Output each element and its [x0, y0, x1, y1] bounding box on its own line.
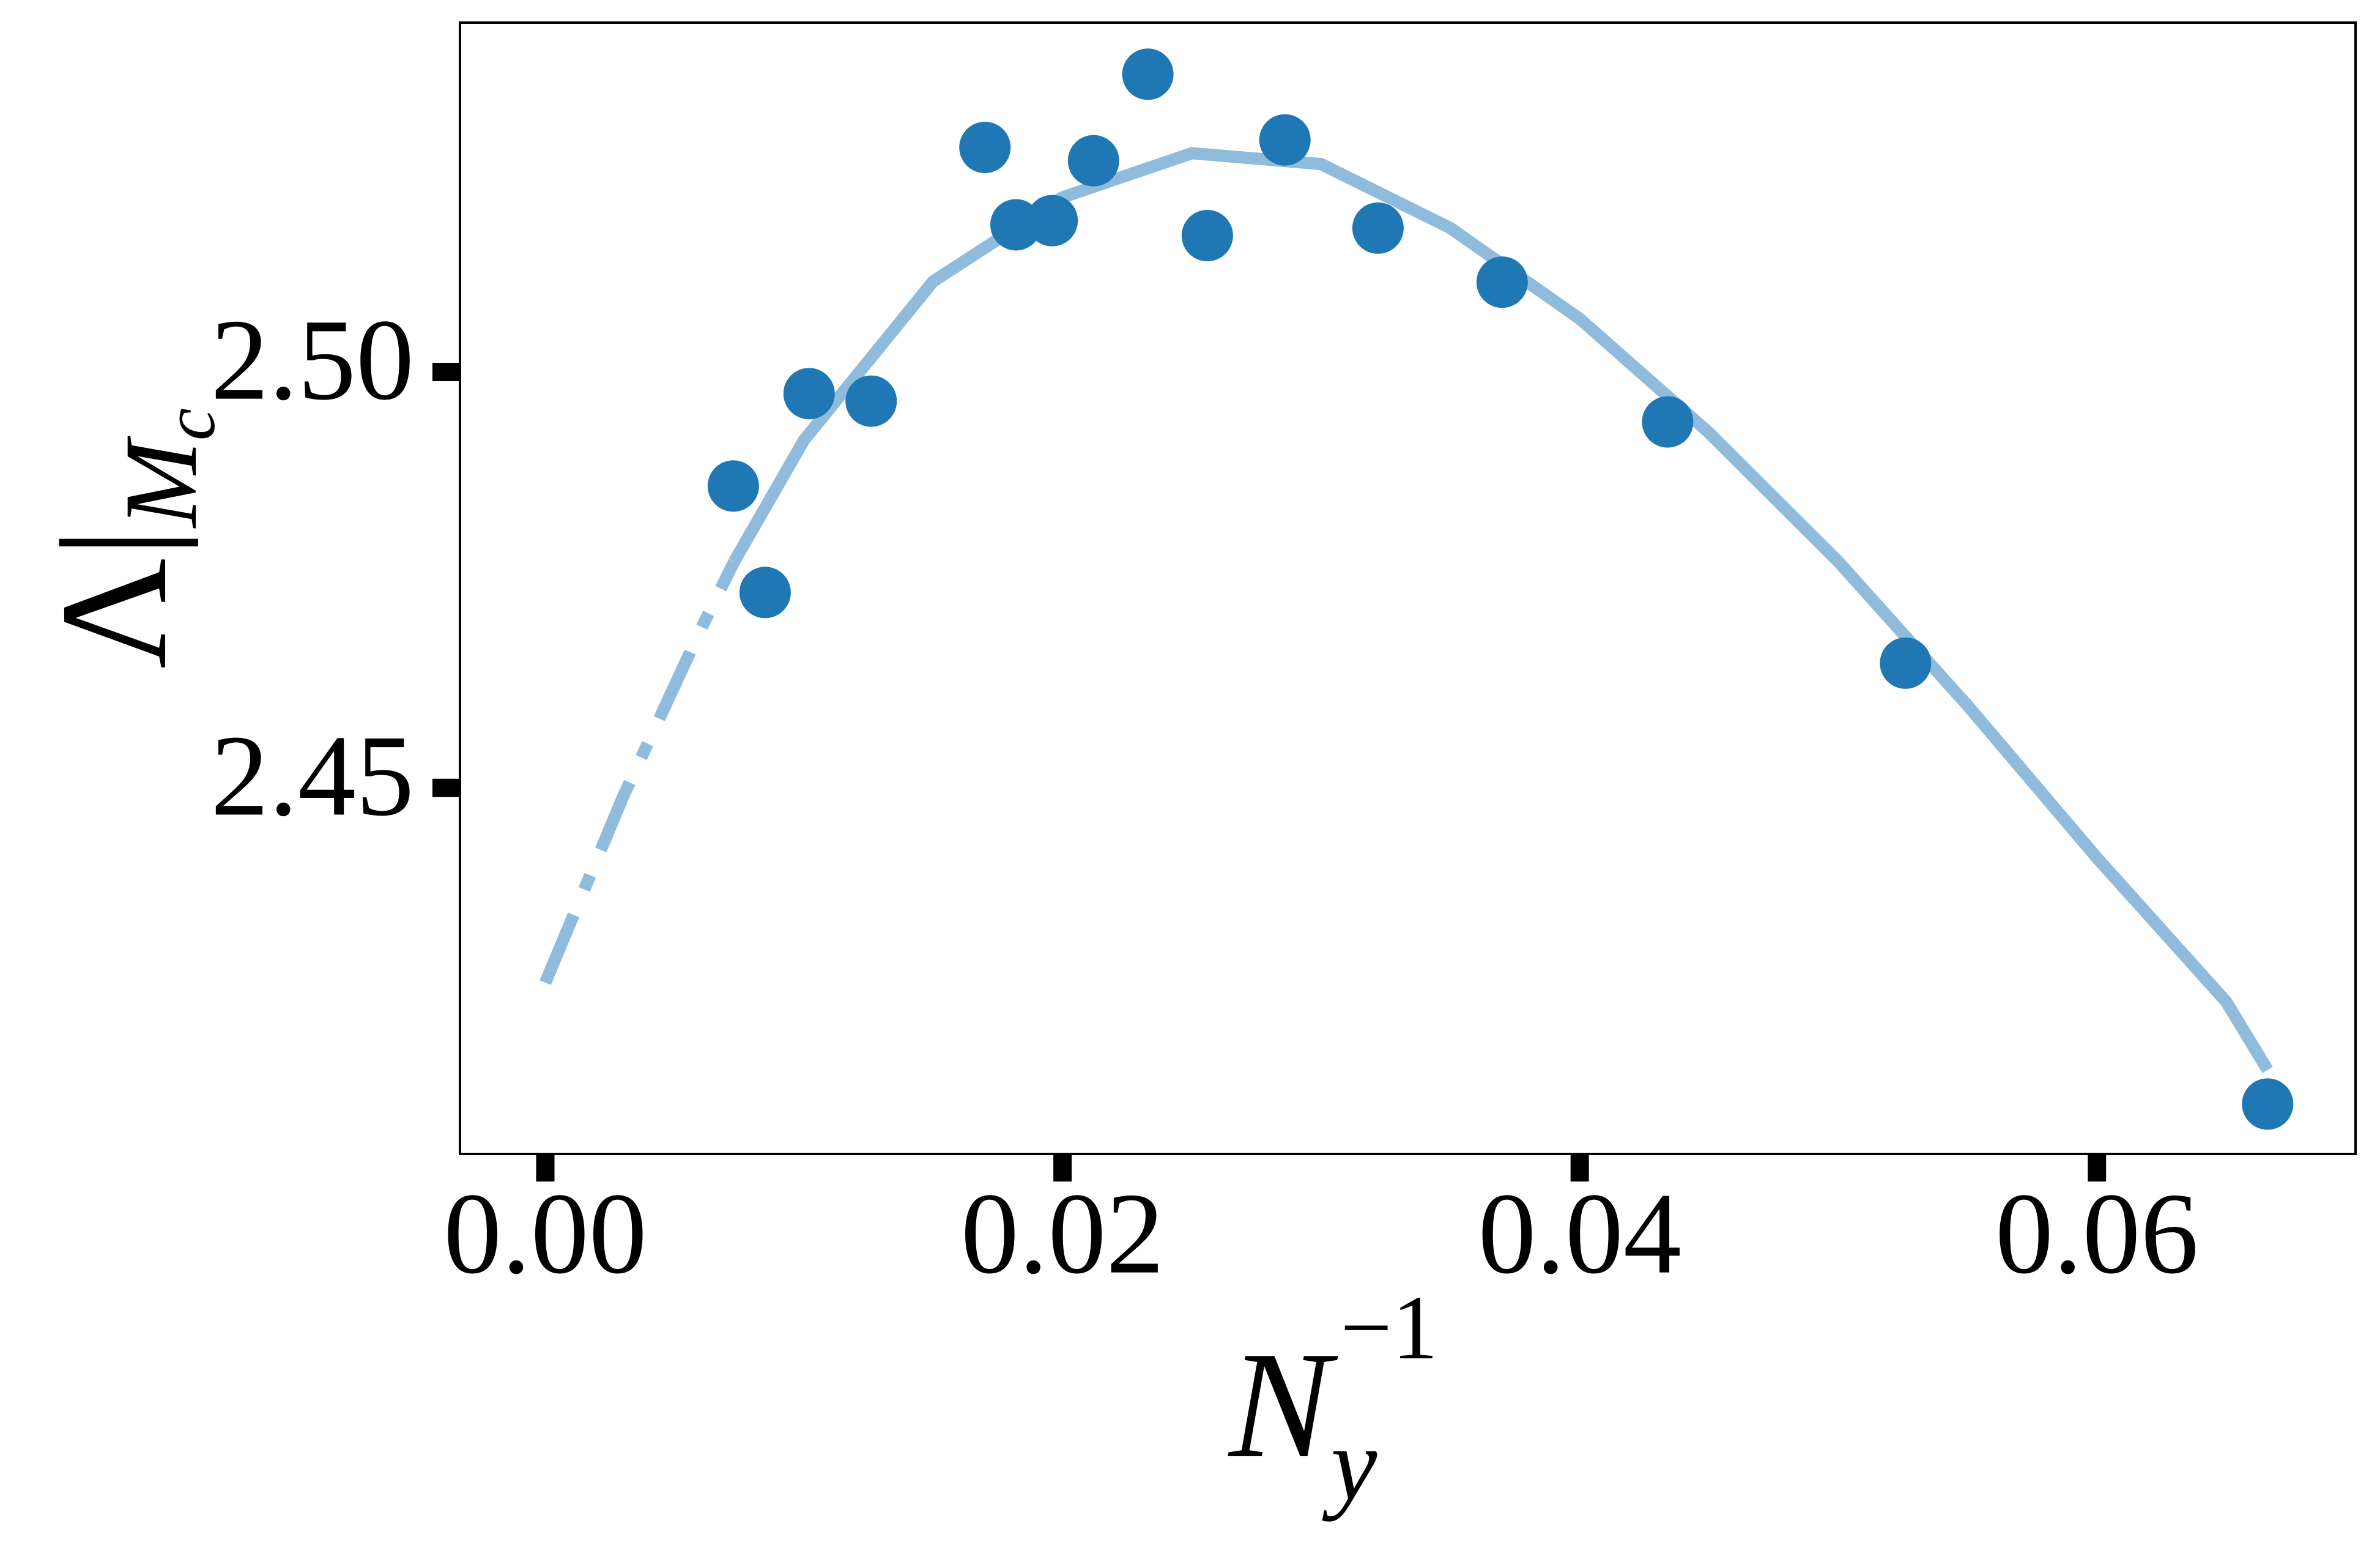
data-point [1476, 256, 1528, 308]
data-point [1880, 637, 1932, 689]
x-axis-label: Ny −1 [1228, 1277, 1438, 1522]
data-point [1181, 210, 1233, 262]
data-point [1122, 48, 1174, 100]
data-point [707, 460, 759, 512]
x-tick-label: 0.04 [1478, 1170, 1681, 1298]
x-label-base: N [1228, 1320, 1338, 1490]
y-label-main: Λ| [29, 527, 199, 669]
x-label-sub: y [1322, 1407, 1377, 1522]
x-label-sup: −1 [1340, 1277, 1438, 1379]
data-point [783, 368, 835, 420]
x-tick-label: 0.02 [961, 1170, 1165, 1298]
data-point [2242, 1078, 2294, 1130]
data-point [845, 375, 897, 427]
y-label-sub: M [103, 436, 218, 529]
plot-frame [459, 21, 2357, 1155]
y-label-subsub: c [149, 408, 230, 441]
data-point [1352, 202, 1404, 254]
data-point [959, 121, 1011, 173]
y-axis-label: Λ|Mc [29, 408, 230, 669]
data-point [1259, 114, 1311, 166]
data-point [1642, 396, 1694, 448]
y-tick-label: 2.50 [211, 296, 415, 425]
fit-extrapolation-line [539, 559, 740, 985]
data-point [1067, 135, 1119, 187]
y-tick-label: 2.45 [211, 712, 415, 840]
data-point [1026, 195, 1078, 247]
data-point [739, 567, 791, 619]
x-tick-label: 0.06 [1995, 1170, 2199, 1298]
x-tick-label: 0.00 [443, 1170, 647, 1298]
